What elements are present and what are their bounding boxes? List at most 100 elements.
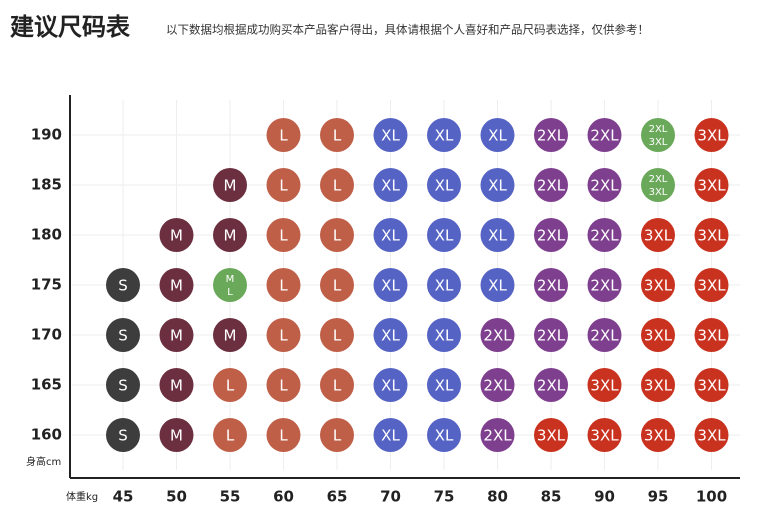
- size-label: L: [333, 377, 342, 395]
- size-dot: [213, 318, 247, 352]
- size-dot: [480, 268, 515, 302]
- size-dot: [641, 418, 675, 452]
- size-dot: [641, 218, 675, 252]
- size-label: M: [170, 377, 183, 395]
- size-dot: [480, 118, 515, 152]
- size-label: 2XL: [649, 174, 668, 185]
- size-dot: [534, 368, 568, 402]
- size-dot: [641, 268, 675, 302]
- size-dot: [159, 418, 194, 452]
- size-label: L: [279, 177, 288, 195]
- size-label: XL: [435, 377, 454, 395]
- size-label: 2XL: [649, 124, 668, 135]
- size-dot: [373, 168, 408, 202]
- size-dot: [320, 418, 354, 452]
- size-dot: [159, 268, 194, 302]
- size-dot: [266, 168, 301, 202]
- size-dot: [373, 368, 408, 402]
- subtitle: 以下数据均根据成功购买本产品客户得出，具体请根据个人喜好和产品尺码表选择，仅供参…: [166, 23, 649, 37]
- size-label: L: [333, 427, 342, 445]
- size-dot: [213, 168, 247, 202]
- size-dot: [480, 318, 515, 352]
- size-label: S: [118, 377, 128, 395]
- y-tick-label: 180: [31, 226, 62, 244]
- size-label: L: [333, 127, 342, 145]
- size-dot: [587, 268, 622, 302]
- size-label: 3XL: [644, 227, 673, 245]
- size-dot: [587, 418, 622, 452]
- size-label: XL: [488, 177, 507, 195]
- size-dot: [159, 218, 194, 252]
- y-tick-label: 165: [31, 376, 62, 394]
- size-label: 2XL: [590, 227, 619, 245]
- size-dot: [694, 318, 729, 352]
- size-label: 2XL: [537, 377, 566, 395]
- size-label: M: [224, 177, 237, 195]
- size-dot: [694, 368, 729, 402]
- size-label: L: [226, 427, 235, 445]
- size-label: L: [279, 127, 288, 145]
- size-dot: [159, 318, 194, 352]
- size-label: L: [333, 277, 342, 295]
- size-label: S: [118, 277, 128, 295]
- size-dot: [106, 318, 140, 352]
- x-tick-label: 60: [273, 488, 294, 506]
- size-label: 3XL: [697, 277, 726, 295]
- size-label: 2XL: [537, 227, 566, 245]
- size-label: M: [170, 227, 183, 245]
- x-tick-label: 50: [166, 488, 187, 506]
- size-label: L: [279, 427, 288, 445]
- size-dot: [641, 118, 675, 152]
- size-dot: [213, 268, 247, 302]
- size-dot: [694, 168, 729, 202]
- size-label: 3XL: [697, 327, 726, 345]
- size-dot: [534, 218, 568, 252]
- size-label: XL: [435, 127, 454, 145]
- size-dot: [373, 418, 408, 452]
- y-tick-label: 185: [31, 176, 62, 194]
- size-dot: [641, 368, 675, 402]
- y-tick-label: 160: [31, 426, 62, 444]
- size-dot: [534, 418, 568, 452]
- size-dot: [266, 268, 301, 302]
- size-dot: [480, 218, 515, 252]
- size-label: S: [118, 327, 128, 345]
- size-dot: [266, 218, 301, 252]
- size-dot: [320, 318, 354, 352]
- size-label: XL: [381, 327, 400, 345]
- size-label: 3XL: [644, 427, 673, 445]
- size-label: XL: [488, 277, 507, 295]
- size-label: XL: [381, 227, 400, 245]
- size-label: 3XL: [697, 177, 726, 195]
- size-dot: [266, 418, 301, 452]
- x-tick-label: 95: [648, 488, 669, 506]
- size-label: L: [333, 227, 342, 245]
- size-label: XL: [381, 427, 400, 445]
- size-dot: [373, 218, 408, 252]
- size-label: 2XL: [537, 177, 566, 195]
- x-tick-label: 75: [434, 488, 455, 506]
- size-dot: [320, 168, 354, 202]
- size-label: M: [226, 274, 235, 285]
- size-dot: [213, 368, 247, 402]
- x-axis-label: 体重kg: [66, 490, 98, 503]
- title: 建议尺码表: [10, 13, 131, 41]
- size-label: 3XL: [590, 377, 619, 395]
- size-dot: [320, 118, 354, 152]
- size-label: 3XL: [649, 187, 668, 198]
- size-dot: [587, 168, 622, 202]
- size-label: 2XL: [590, 127, 619, 145]
- size-label: XL: [435, 177, 454, 195]
- size-dot: [480, 168, 515, 202]
- size-label: M: [224, 327, 237, 345]
- size-label: L: [279, 327, 288, 345]
- size-label: XL: [381, 127, 400, 145]
- size-dot: [373, 118, 408, 152]
- size-label: 3XL: [590, 427, 619, 445]
- size-label: 3XL: [697, 227, 726, 245]
- x-tick-label: 55: [220, 488, 241, 506]
- size-label: 3XL: [697, 127, 726, 145]
- size-label: 2XL: [483, 327, 512, 345]
- size-dot: [373, 318, 408, 352]
